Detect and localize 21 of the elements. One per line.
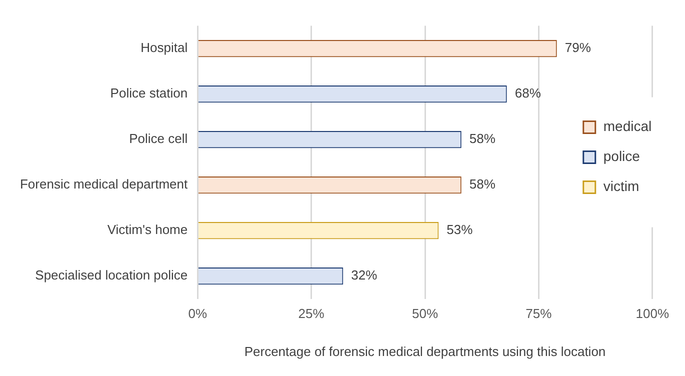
y-tick-label: Victim's home	[107, 222, 188, 238]
legend-label: medical	[603, 118, 652, 134]
legend-label: police	[603, 148, 640, 164]
y-tick-label: Police cell	[129, 131, 188, 146]
x-axis-title: Percentage of forensic medical departments using this location	[244, 344, 606, 359]
data-label: 58%	[469, 131, 496, 146]
data-label: 68%	[514, 86, 542, 101]
y-tick-label: Forensic medical department	[20, 176, 188, 192]
y-tick-label: Specialised location police	[35, 268, 188, 283]
x-tick-label: 0%	[188, 306, 208, 322]
x-tick-label: 50%	[412, 306, 438, 322]
data-label: 79%	[564, 40, 592, 56]
legend-label: victim	[603, 178, 640, 194]
data-label: 58%	[469, 176, 496, 192]
x-tick-label: 75%	[526, 306, 552, 322]
data-label: 32%	[351, 268, 378, 283]
data-label: 53%	[446, 222, 474, 238]
y-tick-label: Hospital	[140, 40, 188, 56]
x-tick-label: 100%	[636, 306, 670, 322]
x-tick-label: 25%	[298, 306, 325, 322]
y-tick-label: Police station	[110, 86, 188, 101]
